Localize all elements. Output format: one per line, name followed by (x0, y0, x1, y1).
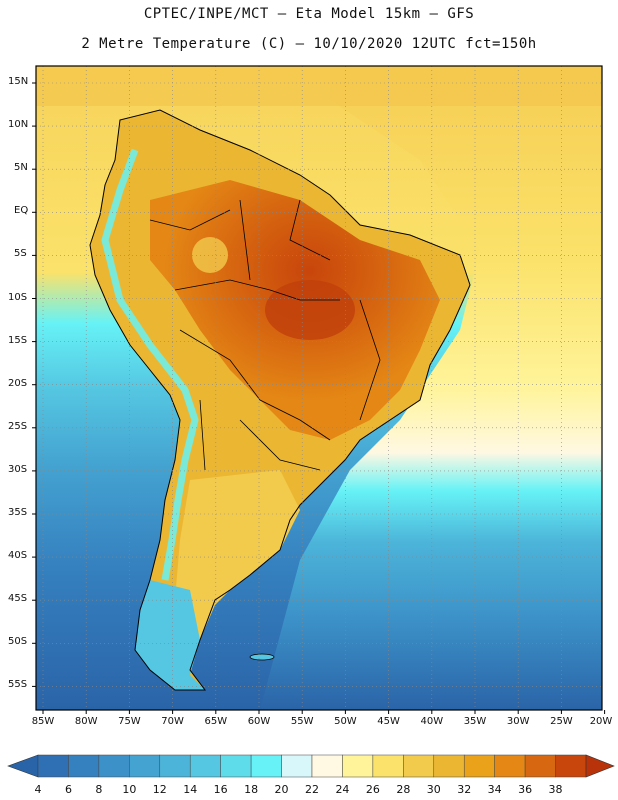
colorbar-swatch (129, 754, 161, 778)
lat-label: 15N (8, 76, 29, 87)
atlantic-ocean (260, 66, 602, 710)
colorbar-swatch (220, 754, 252, 778)
lon-label: 20W (589, 716, 613, 727)
lon-label: 80W (74, 716, 98, 727)
colorbar-swatch (68, 754, 100, 778)
map-title-line-1: CPTEC/INPE/MCT — Eta Model 15km — GFS (143, 6, 475, 22)
axis-ticks (32, 82, 606, 714)
colorbar-swatch (37, 754, 69, 778)
colorbar-label: 8 (95, 783, 103, 796)
caribbean-area (36, 66, 602, 106)
cool-spot-amazon (192, 237, 228, 273)
colorbar-swatch (524, 754, 556, 778)
lon-label: 35W (463, 716, 487, 727)
lat-label: 40S (8, 550, 28, 562)
lat-label: 15S (8, 334, 28, 346)
colorbar-label: 24 (335, 783, 350, 796)
colorbar-swatch (494, 754, 526, 778)
lon-label: 60W (247, 716, 271, 727)
lat-label: 5N (14, 162, 28, 174)
colorbar-label: 14 (183, 783, 198, 796)
colorbar-swatch (159, 754, 191, 778)
colorbar-swatch (433, 754, 465, 778)
lon-label: 25W (550, 716, 573, 727)
map-title-line-2: 2 Metre Temperature (C) — 10/10/2020 12U… (81, 36, 537, 52)
map-frame (35, 65, 603, 711)
colorbar-label: 26 (365, 783, 380, 796)
colorbar-swatch (463, 754, 495, 778)
patagonia-land (135, 580, 205, 690)
andes-cool-strip (101, 148, 199, 581)
lat-label: 50S (8, 636, 28, 648)
colorbar-swatch (555, 754, 587, 778)
lon-label: 30W (506, 716, 530, 727)
colorbar-label: 38 (548, 783, 563, 796)
colorbar-swatch (372, 754, 404, 778)
colorbar-swatch (189, 754, 221, 778)
lat-label: 25S (8, 420, 28, 432)
lon-label: 45W (377, 716, 400, 727)
lon-label: 75W (118, 716, 141, 727)
colorbar-label: 34 (487, 783, 502, 796)
hottest-core (265, 280, 355, 340)
lon-label: 55W (290, 716, 314, 727)
lon-label: 40W (420, 716, 444, 727)
colorbar-label: 12 (152, 783, 167, 796)
colorbar-over-arrow (585, 754, 615, 778)
colorbar-under-arrow (7, 754, 39, 778)
lon-label: 50W (334, 716, 357, 727)
colorbar-label: 36 (518, 783, 533, 796)
lat-label: 30S (8, 463, 28, 475)
colorbar-swatch (311, 754, 343, 778)
falkland-islands (249, 653, 275, 661)
colorbar-swatch (98, 754, 130, 778)
colorbar-swatch (281, 754, 313, 778)
lon-label: 85W (31, 716, 55, 727)
colorbar-label: 6 (64, 783, 72, 796)
coastline (89, 109, 471, 691)
colorbar-label: 20 (274, 783, 289, 796)
lon-label: 65W (204, 716, 228, 727)
lat-label: EQ (14, 205, 29, 217)
lat-label: 5S (14, 248, 27, 260)
colorbar (7, 754, 615, 778)
lon-label: 70W (161, 716, 184, 727)
colorbar-label: 22 (305, 783, 319, 796)
colorbar-label: 16 (213, 783, 228, 796)
lat-label: 45S (8, 593, 28, 605)
graticule (36, 66, 602, 710)
colorbar-label: 30 (426, 783, 441, 796)
southern-land (175, 470, 300, 640)
colorbar-label: 4 (34, 783, 42, 796)
map-field (36, 66, 602, 710)
lat-label: 20S (8, 377, 28, 389)
lat-label: 10S (8, 291, 28, 303)
colorbar-label: 28 (396, 783, 411, 796)
lat-label: 35S (8, 507, 28, 518)
colorbar-label: 18 (244, 783, 259, 796)
colorbar-label: 10 (122, 783, 137, 796)
colorbar-swatch (403, 754, 435, 778)
country-borders (149, 199, 381, 471)
colorbar-swatch (342, 754, 374, 778)
lat-label: 55S (8, 679, 28, 691)
colorbar-swatch (250, 754, 282, 778)
lat-label: 10N (8, 119, 29, 131)
colorbar-label: 32 (457, 783, 472, 796)
